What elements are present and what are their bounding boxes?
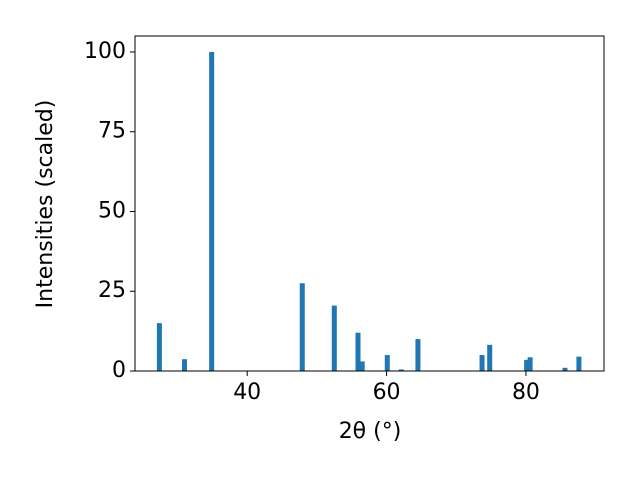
y-tick-label: 75 — [98, 119, 126, 144]
x-tick-label: 40 — [233, 380, 261, 405]
bar — [156, 323, 162, 371]
bar — [398, 369, 404, 371]
bar — [487, 344, 493, 371]
y-tick-label: 25 — [98, 278, 126, 303]
plot-frame — [134, 35, 605, 372]
bar — [384, 355, 390, 371]
y-tick-label: 0 — [112, 358, 126, 383]
bar — [359, 361, 365, 371]
bar — [209, 51, 215, 371]
x-tick-label: 80 — [512, 380, 540, 405]
bar — [524, 359, 530, 371]
bar — [562, 367, 568, 371]
x-tick-label: 60 — [373, 380, 401, 405]
bar — [527, 357, 533, 371]
bar — [355, 332, 361, 371]
y-axis-label: Intensities (scaled) — [33, 100, 58, 309]
bar — [299, 283, 305, 371]
bar — [576, 356, 582, 371]
bar — [331, 305, 337, 371]
y-tick-label: 50 — [98, 198, 126, 223]
bar — [415, 339, 421, 371]
y-tick-label: 100 — [84, 39, 126, 64]
bar — [181, 359, 187, 371]
x-axis-label: 2θ (°) — [339, 419, 402, 444]
bar — [479, 355, 485, 371]
